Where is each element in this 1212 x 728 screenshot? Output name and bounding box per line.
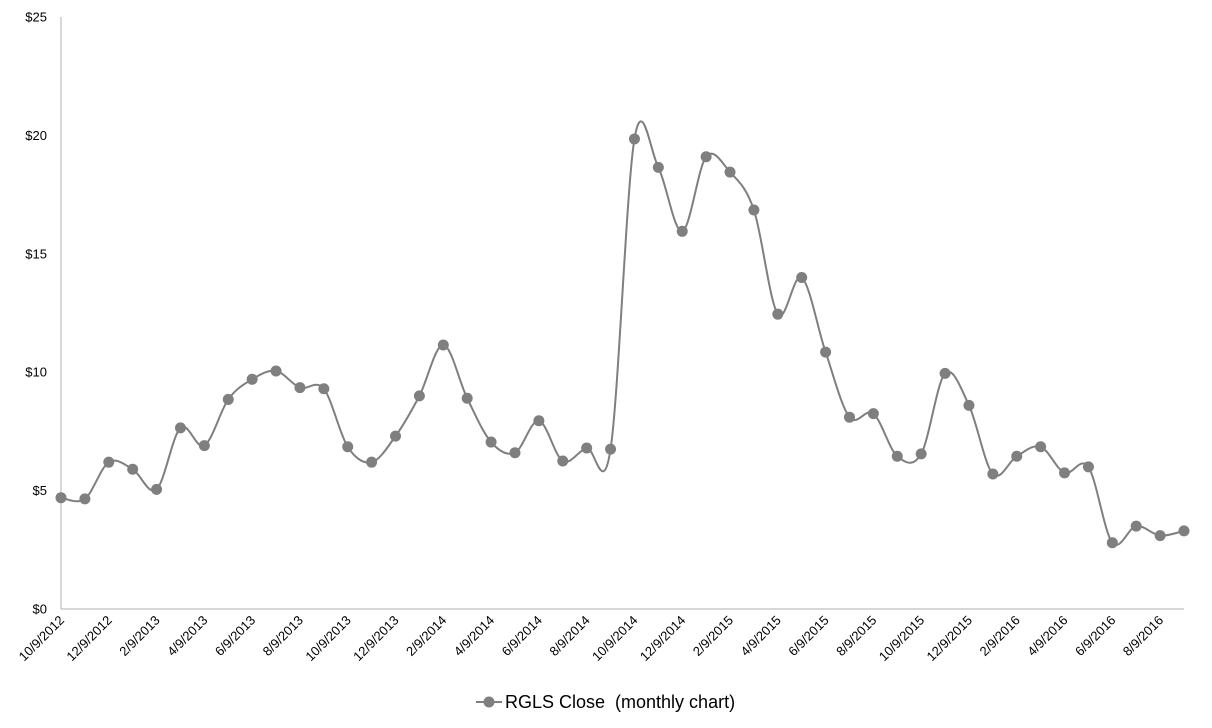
x-tick-label: 4/9/2013 [164, 613, 210, 659]
data-point [55, 492, 67, 504]
plot-area [55, 120, 1190, 549]
data-point [246, 373, 258, 385]
x-tick-label: 8/9/2013 [260, 613, 306, 659]
data-point [1106, 537, 1118, 549]
x-tick-label: 12/9/2014 [637, 613, 689, 665]
x-tick-label: 6/9/2016 [1072, 613, 1118, 659]
data-point [509, 447, 521, 459]
data-point [79, 493, 91, 505]
data-point [198, 440, 210, 452]
data-point [987, 468, 999, 480]
y-tick-label: $10 [25, 365, 47, 380]
data-point [724, 166, 736, 178]
data-point [103, 456, 115, 468]
x-tick-label: 6/9/2014 [499, 613, 545, 659]
data-point [867, 408, 879, 420]
data-point [533, 415, 545, 427]
x-tick-label: 2/9/2013 [116, 613, 162, 659]
data-point [151, 483, 163, 495]
data-point [605, 443, 617, 455]
data-point [581, 442, 593, 454]
data-point [628, 133, 640, 145]
x-tick-label: 2/9/2014 [403, 613, 449, 659]
x-tick-label: 2/9/2016 [976, 613, 1022, 659]
legend-marker [483, 696, 495, 708]
data-point [390, 430, 402, 442]
x-tick-label: 12/9/2013 [350, 613, 402, 665]
x-tick-label: 8/9/2016 [1120, 613, 1166, 659]
data-point [437, 339, 449, 351]
data-point [676, 225, 688, 237]
legend-label: RGLS Close (monthly chart) [505, 692, 735, 712]
y-tick-label: $20 [25, 128, 47, 143]
x-tick-label: 10/9/2014 [589, 613, 641, 665]
x-tick-label: 8/9/2015 [833, 613, 879, 659]
data-point [174, 422, 186, 434]
series-line [60, 120, 1185, 546]
data-point [222, 393, 234, 405]
data-point [700, 151, 712, 163]
data-point [270, 365, 282, 377]
y-tick-label: $0 [33, 602, 47, 617]
data-point [1082, 461, 1094, 473]
x-tick-label: 4/9/2016 [1024, 613, 1070, 659]
data-point [342, 441, 354, 453]
data-point [485, 436, 497, 448]
data-point [1154, 530, 1166, 542]
x-tick-label: 6/9/2015 [785, 613, 831, 659]
data-point [1035, 441, 1047, 453]
y-axis: $0 $5 $10 $15 $20 $25 [25, 10, 62, 617]
x-tick-label: 10/9/2015 [876, 613, 928, 665]
data-point [891, 450, 903, 462]
x-tick-label: 10/9/2013 [302, 613, 354, 665]
data-point [796, 271, 808, 283]
y-tick-label: $5 [33, 483, 47, 498]
data-point [366, 456, 378, 468]
data-point [1059, 467, 1071, 479]
x-tick-label: 4/9/2014 [451, 613, 497, 659]
x-tick-label: 12/9/2015 [924, 613, 976, 665]
data-point [127, 463, 139, 475]
data-point [1130, 520, 1142, 532]
data-point [294, 382, 306, 394]
data-point [939, 367, 951, 379]
x-tick-label: 12/9/2012 [63, 613, 115, 665]
data-point [1011, 450, 1023, 462]
legend: RGLS Close (monthly chart) [476, 692, 735, 712]
data-point [1178, 525, 1190, 537]
data-point [557, 455, 569, 467]
x-tick-label: 2/9/2015 [690, 613, 736, 659]
data-point [413, 390, 425, 402]
x-tick-label: 4/9/2015 [738, 613, 784, 659]
data-point [652, 161, 664, 173]
data-point [843, 411, 855, 423]
x-tick-label: 8/9/2014 [546, 613, 592, 659]
data-point [963, 399, 975, 411]
data-point [461, 392, 473, 404]
data-point [748, 204, 760, 216]
data-point [772, 308, 784, 320]
y-tick-label: $25 [25, 10, 47, 25]
data-point [915, 448, 927, 460]
y-tick-label: $15 [25, 246, 47, 261]
x-tick-label: 6/9/2013 [212, 613, 258, 659]
data-point [318, 383, 330, 395]
x-tick-label: 10/9/2012 [16, 613, 68, 665]
data-point [820, 346, 832, 358]
